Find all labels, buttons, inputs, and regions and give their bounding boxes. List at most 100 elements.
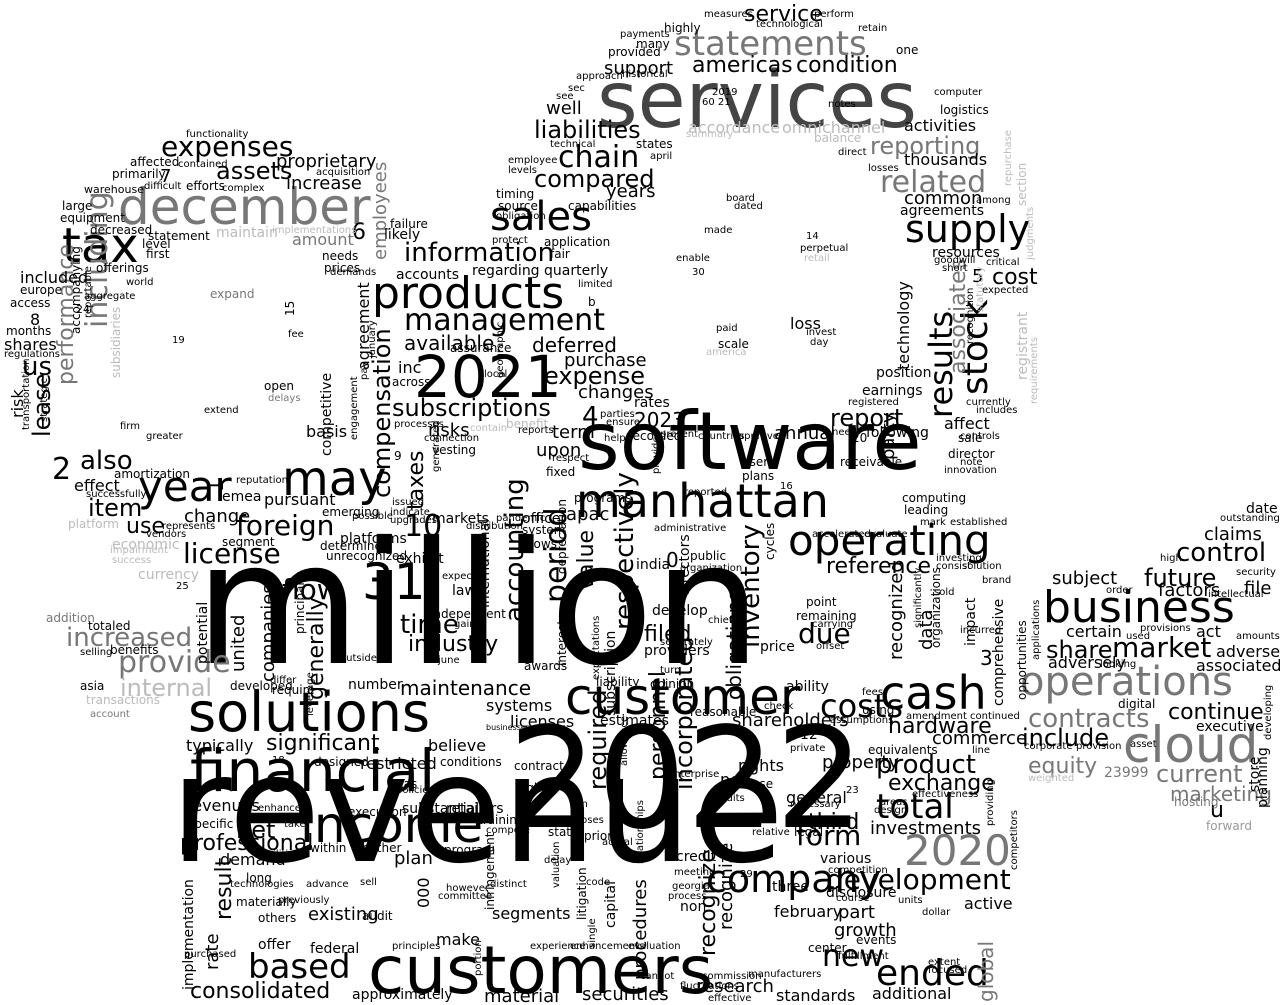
word-levels: levels bbox=[508, 165, 537, 176]
word-n29: 29 bbox=[740, 869, 753, 880]
word-n31: 31 bbox=[362, 553, 426, 611]
word-loss: loss bbox=[790, 314, 821, 333]
word-complex: complex bbox=[222, 183, 265, 194]
word-awards: awards bbox=[524, 659, 568, 673]
word-requirements: requirements bbox=[1029, 337, 1040, 404]
word-maintain: maintain bbox=[216, 225, 278, 241]
word-audits: audits bbox=[714, 793, 745, 804]
word-investing: investing bbox=[936, 553, 982, 564]
word-june: june bbox=[438, 655, 460, 666]
word-operations: operations bbox=[1020, 659, 1233, 705]
word-within: within bbox=[310, 841, 347, 855]
word-expand: expand bbox=[210, 287, 255, 301]
word-programs: programs bbox=[574, 491, 632, 505]
word-limited: limited bbox=[578, 279, 613, 290]
word-relationships: relationships bbox=[635, 800, 646, 864]
word-competition: competition bbox=[828, 865, 888, 876]
word-employee: employee bbox=[508, 155, 558, 166]
word-security: security bbox=[1236, 567, 1276, 578]
word-reputation: reputation bbox=[236, 475, 288, 486]
word-extent: extent bbox=[928, 957, 961, 968]
word-inc: inc bbox=[398, 358, 422, 377]
word-audit: audit bbox=[362, 909, 393, 923]
word-management: management bbox=[404, 303, 605, 338]
word-recorded: recorded bbox=[628, 429, 682, 443]
word-retailers: retailers bbox=[446, 801, 504, 817]
word-connection: connection bbox=[424, 433, 480, 444]
word-current: current bbox=[1156, 760, 1243, 788]
word-payments: payments bbox=[620, 29, 670, 40]
word-offer: offer bbox=[258, 937, 291, 953]
word-geographic: geographic bbox=[495, 321, 506, 378]
word-aggregate: aggregate bbox=[84, 291, 136, 302]
word-increased: increased bbox=[66, 623, 193, 653]
word-pursuant: pursuant bbox=[264, 490, 336, 509]
word-recognizes: recognize bbox=[716, 842, 737, 930]
word-cause: cause bbox=[738, 777, 774, 791]
word-using: using bbox=[862, 703, 895, 717]
word-respect: respect bbox=[552, 453, 590, 464]
word-revenue: revenue bbox=[170, 723, 785, 897]
word-customers: customers bbox=[368, 932, 714, 1005]
word-enhance: enhance bbox=[258, 803, 301, 814]
word-n19: 19 bbox=[172, 335, 185, 346]
word-growth: growth bbox=[834, 920, 897, 941]
word-goodwill: goodwill bbox=[934, 255, 976, 266]
word-condition: condition bbox=[796, 53, 898, 78]
word-decreased: decreased bbox=[90, 223, 153, 237]
word-applications: applications bbox=[1031, 599, 1042, 660]
word-months: months bbox=[6, 324, 52, 338]
word-includes: includes bbox=[976, 405, 1018, 416]
word-cannot: cannot bbox=[640, 971, 675, 982]
word-state: state bbox=[548, 825, 579, 839]
word-expected: expected bbox=[982, 285, 1029, 296]
word-prices: prices bbox=[324, 261, 361, 275]
word-turn: turn bbox=[660, 665, 681, 676]
word-regulations: regulations bbox=[4, 349, 61, 360]
word-india: india bbox=[636, 557, 671, 573]
word-registered: registered bbox=[848, 397, 899, 408]
word-plan: plan bbox=[394, 848, 433, 869]
word-invest: invest bbox=[806, 327, 837, 338]
word-income: income bbox=[300, 796, 484, 854]
word-reasonable: reasonable bbox=[690, 705, 757, 719]
word-provided: provided bbox=[608, 45, 661, 59]
word-transactions: transactions bbox=[86, 693, 161, 707]
word-securities: securities bbox=[582, 984, 669, 1005]
word-credit: credit bbox=[676, 849, 717, 865]
word-services: services bbox=[597, 56, 918, 146]
word-include: include bbox=[1022, 724, 1109, 752]
word-contracts: contracts bbox=[1028, 704, 1150, 734]
word-manufacturers: manufacturers bbox=[748, 969, 822, 980]
word-segment: segment bbox=[222, 535, 275, 549]
word-repurchase: repurchase bbox=[1003, 130, 1014, 186]
word-training: training bbox=[478, 813, 525, 827]
word-warehouse: warehouse bbox=[84, 183, 144, 196]
word-totaled: totaled bbox=[88, 619, 131, 633]
word-others: others bbox=[258, 911, 297, 925]
word-open: open bbox=[264, 379, 294, 393]
word-specific: specific bbox=[188, 817, 234, 831]
word-annual: annual bbox=[774, 423, 836, 444]
word-director: director bbox=[948, 447, 995, 461]
word-information: information bbox=[404, 238, 555, 268]
word-n16: 16 bbox=[780, 481, 793, 492]
word-leverage: leverage bbox=[305, 672, 316, 716]
word-necessary: necessary bbox=[790, 799, 841, 810]
word-purchased: purchased bbox=[184, 949, 237, 960]
word-short: short bbox=[942, 263, 968, 274]
word-related: related bbox=[880, 165, 987, 200]
word-execution: execution bbox=[348, 805, 407, 819]
word-approximately: approximately bbox=[352, 987, 453, 1003]
word-common: common bbox=[904, 188, 983, 209]
word-one: one bbox=[896, 43, 919, 57]
word-n6: 6 bbox=[352, 220, 366, 245]
word-disclosure: disclosure bbox=[826, 885, 897, 901]
word-commerce: commerce bbox=[932, 728, 1028, 749]
word-n0: 0 bbox=[666, 548, 679, 572]
word-expenses: expenses bbox=[161, 130, 294, 163]
word-world: world bbox=[126, 277, 154, 288]
word-success: success bbox=[112, 555, 152, 566]
word-outstanding: outstanding bbox=[1220, 513, 1280, 524]
word-n15: 15 bbox=[283, 300, 297, 316]
